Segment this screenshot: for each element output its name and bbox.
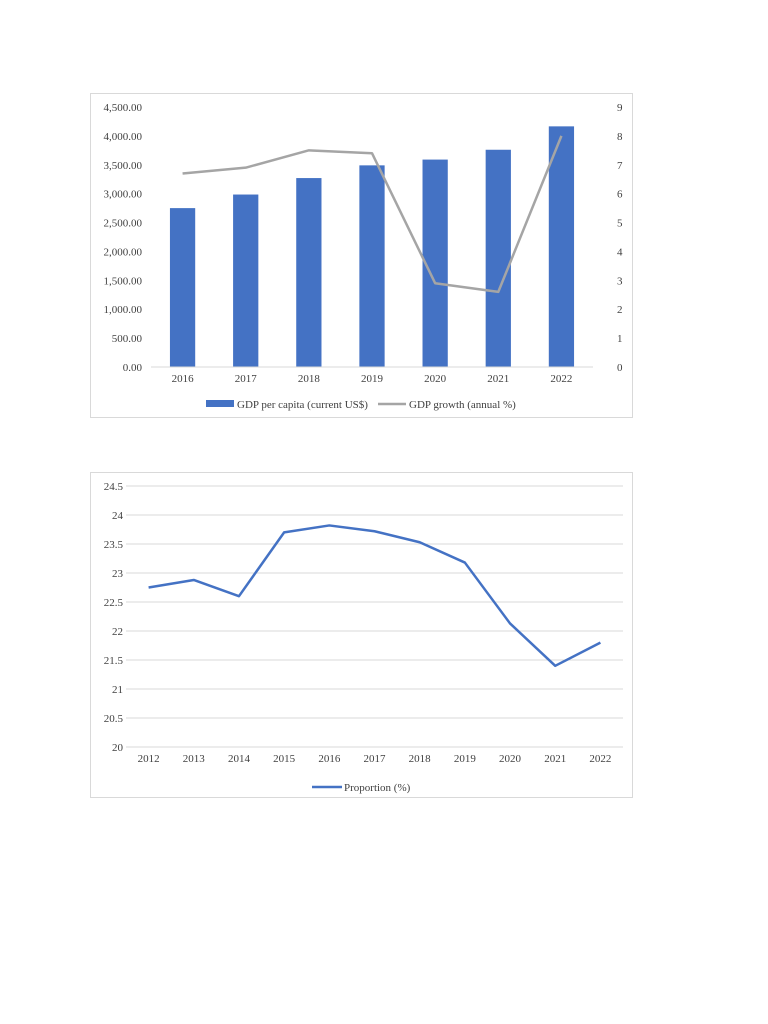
y-tick-label: 22.5 bbox=[104, 597, 124, 609]
y-right-tick-label: 3 bbox=[617, 275, 623, 287]
bar bbox=[233, 194, 259, 367]
y-left-tick-label: 4,500.00 bbox=[104, 102, 143, 114]
x-tick-label: 2022 bbox=[550, 373, 572, 385]
x-tick-label: 2017 bbox=[364, 753, 387, 765]
legend-label: Proportion (%) bbox=[344, 782, 411, 794]
y-left-tick-label: 3,000.00 bbox=[104, 189, 143, 201]
y-right-tick-label: 1 bbox=[617, 333, 623, 345]
y-left-tick-label: 4,000.00 bbox=[104, 131, 143, 143]
y-tick-label: 23.5 bbox=[104, 539, 124, 551]
y-left-tick-label: 1,000.00 bbox=[104, 304, 143, 316]
bar bbox=[359, 165, 385, 367]
series-line bbox=[148, 524, 601, 668]
legend-label: GDP per capita (current US$) bbox=[237, 399, 368, 411]
series-line bbox=[182, 135, 563, 294]
proportion-chart: 20 20.5 21 21.5 22 22.5 23 23.5 24 24.5 2012 2013 20… bbox=[90, 472, 633, 798]
y-tick-label: 21.5 bbox=[104, 655, 124, 667]
proportion-chart-svg: 20 20.5 21 21.5 22 22.5 23 23.5 24 24.5 2012 2013 20… bbox=[104, 481, 623, 794]
y-right-tick-label: 0 bbox=[617, 362, 623, 374]
bar bbox=[548, 126, 575, 367]
y-left-tick-label: 2,500.00 bbox=[104, 218, 143, 230]
x-tick-label: 2022 bbox=[589, 753, 611, 765]
y-tick-label: 24.5 bbox=[104, 481, 124, 493]
x-tick-label: 2015 bbox=[273, 753, 296, 765]
y-tick-label: 23 bbox=[112, 568, 124, 580]
x-tick-label: 2012 bbox=[138, 753, 160, 765]
x-tick-label: 2021 bbox=[487, 373, 509, 385]
y-left-tick-label: 1,500.00 bbox=[104, 275, 143, 287]
y-tick-label: 24 bbox=[112, 510, 124, 522]
y-tick-label: 22 bbox=[112, 626, 123, 638]
x-tick-label: 2014 bbox=[228, 753, 251, 765]
legend-swatch-bar bbox=[206, 400, 234, 407]
y-tick-label: 21 bbox=[112, 684, 123, 696]
y-right-tick-label: 4 bbox=[617, 246, 623, 258]
y-left-tick-label: 0.00 bbox=[123, 362, 143, 374]
bar bbox=[169, 208, 196, 367]
legend-label: GDP growth (annual %) bbox=[409, 399, 516, 411]
y-right-tick-label: 2 bbox=[617, 304, 623, 316]
x-tick-label: 2017 bbox=[235, 373, 258, 385]
bar bbox=[296, 178, 322, 367]
y-right-tick-label: 6 bbox=[617, 189, 623, 201]
bar bbox=[485, 149, 511, 367]
x-tick-label: 2019 bbox=[454, 753, 477, 765]
y-tick-label: 20 bbox=[112, 742, 124, 754]
x-tick-label: 2019 bbox=[361, 373, 384, 385]
gdp-chart-svg: 0.00 500.00 1,000.00 1,500.00 2,000.00 2,500.… bbox=[104, 102, 624, 411]
x-tick-label: 2013 bbox=[183, 753, 206, 765]
y-left-tick-label: 3,500.00 bbox=[104, 160, 143, 172]
gdp-chart: 0.00 500.00 1,000.00 1,500.00 2,000.00 2,500.… bbox=[90, 93, 633, 418]
x-tick-label: 2021 bbox=[544, 753, 566, 765]
y-tick-label: 20.5 bbox=[104, 713, 124, 725]
x-tick-label: 2018 bbox=[409, 753, 432, 765]
x-tick-label: 2018 bbox=[298, 373, 321, 385]
x-tick-label: 2020 bbox=[424, 373, 447, 385]
y-right-tick-label: 5 bbox=[617, 218, 623, 230]
x-tick-label: 2016 bbox=[172, 373, 195, 385]
y-right-tick-label: 9 bbox=[617, 102, 623, 114]
x-tick-label: 2020 bbox=[499, 753, 521, 765]
y-right-tick-label: 7 bbox=[617, 160, 623, 172]
y-left-tick-label: 500.00 bbox=[112, 333, 143, 345]
y-left-tick-label: 2,000.00 bbox=[104, 246, 143, 258]
y-right-tick-label: 8 bbox=[617, 131, 623, 143]
x-tick-label: 2016 bbox=[318, 753, 341, 765]
